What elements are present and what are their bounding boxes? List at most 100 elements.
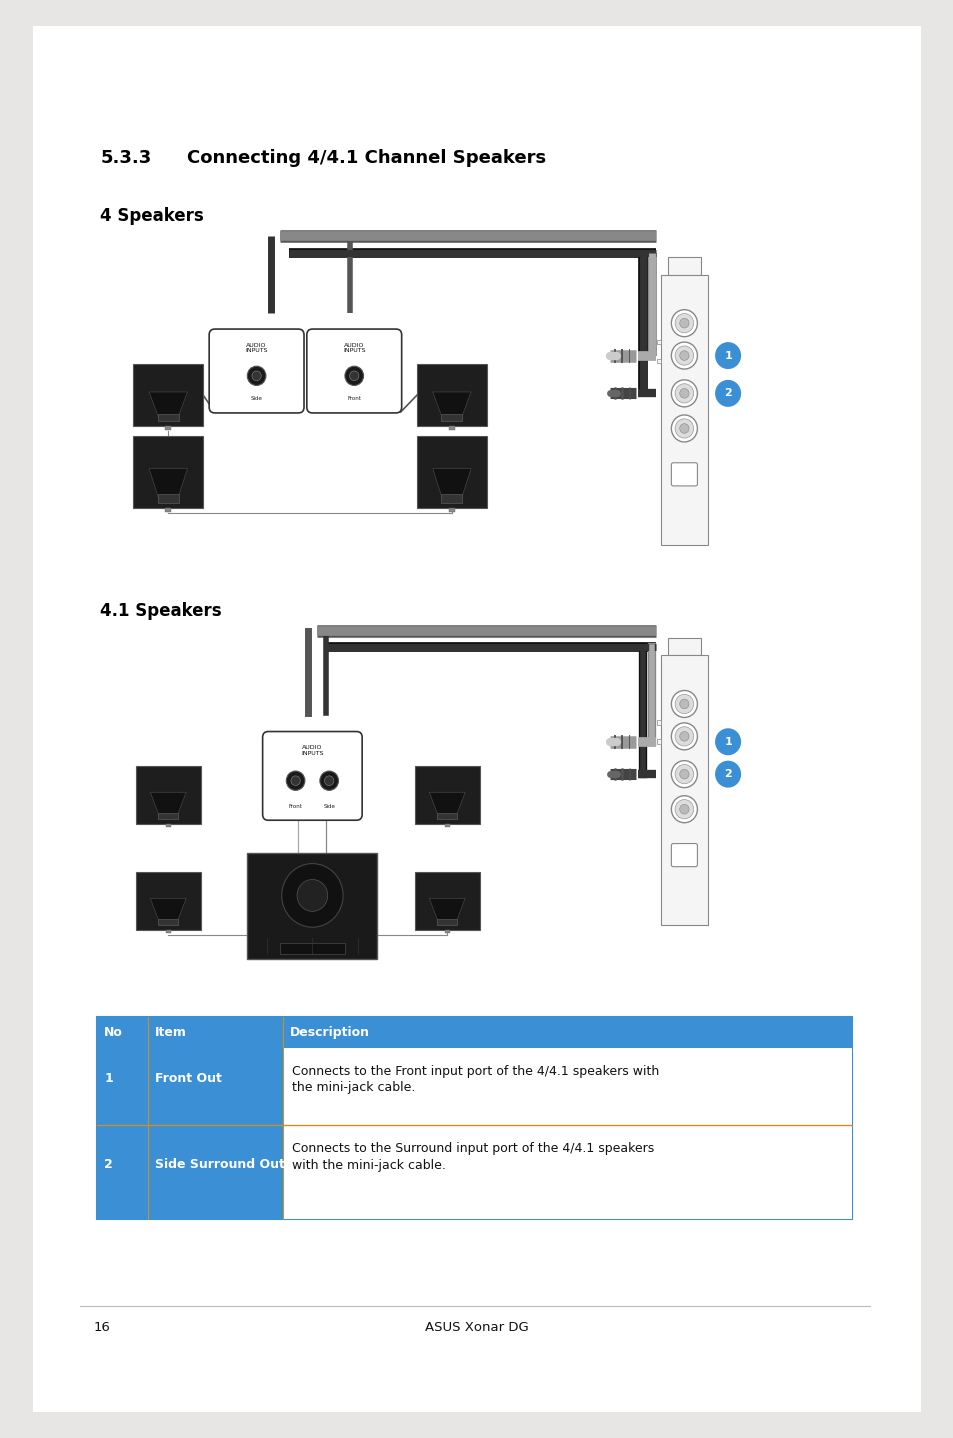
Bar <box>148 1125 282 1219</box>
Bar <box>657 358 660 364</box>
Bar <box>279 943 345 953</box>
Circle shape <box>671 380 697 407</box>
FancyBboxPatch shape <box>209 329 304 413</box>
Bar <box>449 509 455 512</box>
Bar <box>657 720 660 725</box>
Text: 16: 16 <box>93 1320 111 1333</box>
Circle shape <box>679 804 688 814</box>
Circle shape <box>675 800 693 818</box>
Circle shape <box>675 765 693 784</box>
Bar <box>657 739 660 743</box>
Text: Front: Front <box>289 804 302 808</box>
Bar <box>158 812 178 820</box>
Text: Side Surround Out: Side Surround Out <box>155 1158 285 1171</box>
Circle shape <box>671 416 697 441</box>
Bar <box>437 919 456 926</box>
Circle shape <box>715 380 740 407</box>
Text: No: No <box>104 1025 123 1038</box>
Circle shape <box>671 795 697 823</box>
Bar <box>660 656 707 925</box>
Circle shape <box>671 690 697 718</box>
Bar <box>133 436 203 509</box>
Circle shape <box>319 771 338 791</box>
Bar <box>415 766 479 824</box>
Text: Side: Side <box>323 804 335 808</box>
Bar <box>437 812 456 820</box>
Bar <box>166 930 171 933</box>
Circle shape <box>679 424 688 433</box>
Text: 2: 2 <box>723 769 731 779</box>
Bar <box>416 436 486 509</box>
Circle shape <box>715 761 740 788</box>
Circle shape <box>679 769 688 779</box>
Circle shape <box>675 384 693 403</box>
Bar <box>96 1125 148 1219</box>
Text: Front: Front <box>347 397 361 401</box>
Text: Connects to the Front input port of the 4/4.1 speakers with: Connects to the Front input port of the … <box>292 1066 659 1078</box>
Circle shape <box>715 728 740 755</box>
Text: 2: 2 <box>104 1158 112 1171</box>
Circle shape <box>671 342 697 370</box>
Bar <box>133 364 203 427</box>
Circle shape <box>675 313 693 332</box>
Text: 1: 1 <box>104 1073 112 1086</box>
Text: AUDIO
INPUTS: AUDIO INPUTS <box>245 342 268 354</box>
Circle shape <box>715 342 740 370</box>
Text: Connecting 4/4.1 Channel Speakers: Connecting 4/4.1 Channel Speakers <box>187 150 545 167</box>
Circle shape <box>296 880 328 912</box>
Bar <box>444 930 450 933</box>
Text: 1: 1 <box>723 351 731 361</box>
Text: AUDIO
INPUTS: AUDIO INPUTS <box>343 342 365 354</box>
Bar <box>157 414 178 421</box>
Text: the mini-jack cable.: the mini-jack cable. <box>292 1081 415 1094</box>
Polygon shape <box>433 393 471 420</box>
Circle shape <box>679 351 688 361</box>
Bar <box>444 824 450 827</box>
Bar <box>165 509 171 512</box>
Polygon shape <box>151 792 186 818</box>
Bar <box>157 493 178 503</box>
Bar <box>415 873 479 930</box>
Circle shape <box>247 367 266 385</box>
Text: 5.3.3: 5.3.3 <box>100 150 152 167</box>
Bar <box>158 919 178 926</box>
FancyBboxPatch shape <box>671 844 697 867</box>
Bar <box>441 414 462 421</box>
Circle shape <box>252 371 261 381</box>
Bar <box>657 339 660 345</box>
Text: Item: Item <box>155 1025 187 1038</box>
Bar <box>416 364 486 427</box>
Polygon shape <box>151 899 186 925</box>
Bar <box>135 873 200 930</box>
FancyBboxPatch shape <box>262 732 362 820</box>
Circle shape <box>349 371 358 381</box>
Text: with the mini-jack cable.: with the mini-jack cable. <box>292 1159 445 1172</box>
Text: 4 Speakers: 4 Speakers <box>100 207 204 226</box>
Circle shape <box>291 777 300 785</box>
Circle shape <box>679 699 688 709</box>
Polygon shape <box>429 792 465 818</box>
Circle shape <box>675 695 693 713</box>
Text: Description: Description <box>290 1025 370 1038</box>
Text: 2: 2 <box>723 388 731 398</box>
Bar <box>96 1048 148 1125</box>
Circle shape <box>675 418 693 439</box>
Circle shape <box>671 723 697 749</box>
Bar <box>441 493 462 503</box>
Polygon shape <box>433 469 471 500</box>
Polygon shape <box>149 393 187 420</box>
Text: AUDIO
INPUTS: AUDIO INPUTS <box>301 745 323 756</box>
Circle shape <box>679 388 688 398</box>
Text: 4.1 Speakers: 4.1 Speakers <box>100 603 222 620</box>
Text: Connects to the Surround input port of the 4/4.1 speakers: Connects to the Surround input port of t… <box>292 1142 654 1155</box>
Circle shape <box>671 761 697 788</box>
Bar <box>667 638 700 656</box>
Text: Side: Side <box>251 397 262 401</box>
Circle shape <box>281 864 343 928</box>
Bar <box>165 427 171 430</box>
Bar <box>148 1048 282 1125</box>
Bar <box>667 257 700 275</box>
Text: 1: 1 <box>723 736 731 746</box>
Polygon shape <box>429 899 465 925</box>
Circle shape <box>286 771 305 791</box>
